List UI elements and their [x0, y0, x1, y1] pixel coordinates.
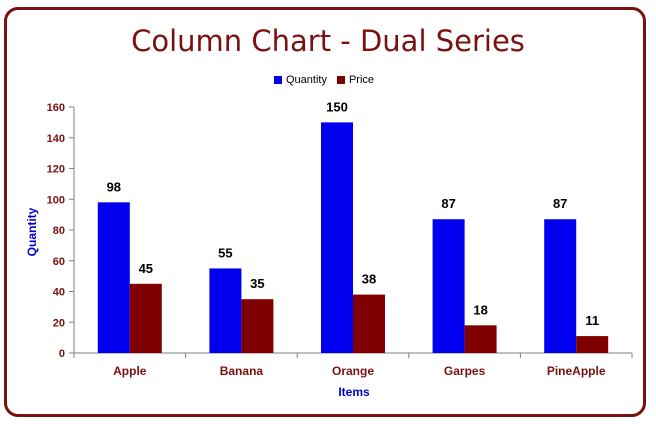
bar-quantity [209, 268, 242, 353]
legend-swatch-quantity [274, 76, 282, 84]
x-tick-label: Apple [113, 364, 147, 378]
bar-price [464, 325, 497, 353]
bar-quantity [432, 219, 465, 353]
data-label-quantity: 150 [326, 99, 348, 114]
y-tick-label: 160 [47, 102, 65, 114]
data-label-quantity: 98 [107, 179, 121, 194]
bar-price [576, 336, 609, 353]
data-label-price: 45 [139, 261, 153, 276]
y-tick-label: 140 [47, 133, 65, 145]
legend: Quantity Price [274, 72, 384, 88]
y-tick-label: 80 [53, 225, 65, 237]
y-tick-label: 100 [47, 194, 65, 206]
data-label-price: 38 [362, 272, 376, 287]
x-tick-label: Garpes [444, 364, 486, 378]
bar-price [353, 294, 385, 353]
x-tick-label: Banana [220, 364, 264, 378]
data-label-price: 18 [473, 302, 487, 317]
bar-quantity [544, 219, 577, 353]
bar-quantity [97, 202, 130, 353]
bar-quantity [321, 122, 353, 353]
y-tick-label: 120 [47, 164, 65, 176]
bar-price [129, 283, 162, 353]
x-axis-title: Items [338, 385, 370, 399]
legend-item-quantity: Quantity [274, 74, 327, 86]
legend-swatch-price [336, 76, 345, 84]
x-tick-label: PineApple [547, 364, 606, 378]
data-label-price: 35 [250, 276, 264, 291]
legend-label-quantity: Quantity [286, 74, 327, 86]
legend-item-price: Price [336, 74, 375, 86]
y-tick-label: 20 [53, 317, 65, 329]
bar-price [241, 299, 274, 353]
data-label-quantity: 55 [218, 245, 232, 260]
data-label-quantity: 87 [553, 196, 567, 211]
x-tick-label: Orange [332, 364, 374, 378]
chart-marks: 0 20 40 60 80 100 120 140 160 98 45 Apple 55 35 Banana… [47, 99, 633, 378]
y-tick-label: 40 [53, 287, 65, 299]
chart-title: Column Chart - Dual Series [131, 24, 525, 58]
y-tick-label: 60 [53, 256, 65, 268]
y-tick-label: 0 [59, 348, 65, 360]
data-label-price: 11 [585, 313, 599, 328]
legend-label-price: Price [348, 74, 375, 86]
data-label-quantity: 87 [441, 196, 455, 211]
y-axis-title: Quantity [25, 207, 39, 256]
